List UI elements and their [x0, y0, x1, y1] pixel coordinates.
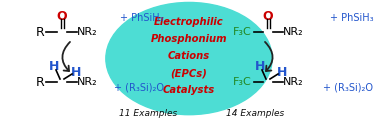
Ellipse shape [106, 2, 272, 115]
Text: Catalysts: Catalysts [163, 85, 215, 95]
Text: NR₂: NR₂ [77, 27, 97, 37]
Text: Electrophilic: Electrophilic [154, 17, 224, 27]
Text: 14 Examples: 14 Examples [226, 108, 284, 117]
Text: NR₂: NR₂ [283, 27, 303, 37]
Text: O: O [263, 10, 273, 22]
Text: + PhSiH₃: + PhSiH₃ [120, 13, 164, 23]
Text: Cations: Cations [168, 51, 210, 61]
Text: NR₂: NR₂ [77, 77, 97, 87]
Text: + PhSiH₃: + PhSiH₃ [330, 13, 373, 23]
Text: 11 Examples: 11 Examples [119, 108, 177, 117]
Text: + (R₃Si)₂O: + (R₃Si)₂O [114, 83, 164, 93]
Text: (EPCs): (EPCs) [170, 68, 208, 78]
Text: + (R₃Si)₂O: + (R₃Si)₂O [323, 83, 373, 93]
Text: H: H [49, 60, 59, 72]
Text: R: R [36, 76, 44, 88]
Text: R: R [36, 25, 44, 39]
Text: H: H [277, 66, 287, 78]
Text: O: O [57, 10, 67, 22]
Text: H: H [255, 60, 265, 72]
Text: F₃C: F₃C [232, 77, 251, 87]
Text: H: H [71, 66, 81, 78]
Text: F₃C: F₃C [232, 27, 251, 37]
Text: Phosphonium: Phosphonium [151, 34, 227, 44]
Text: NR₂: NR₂ [283, 77, 303, 87]
